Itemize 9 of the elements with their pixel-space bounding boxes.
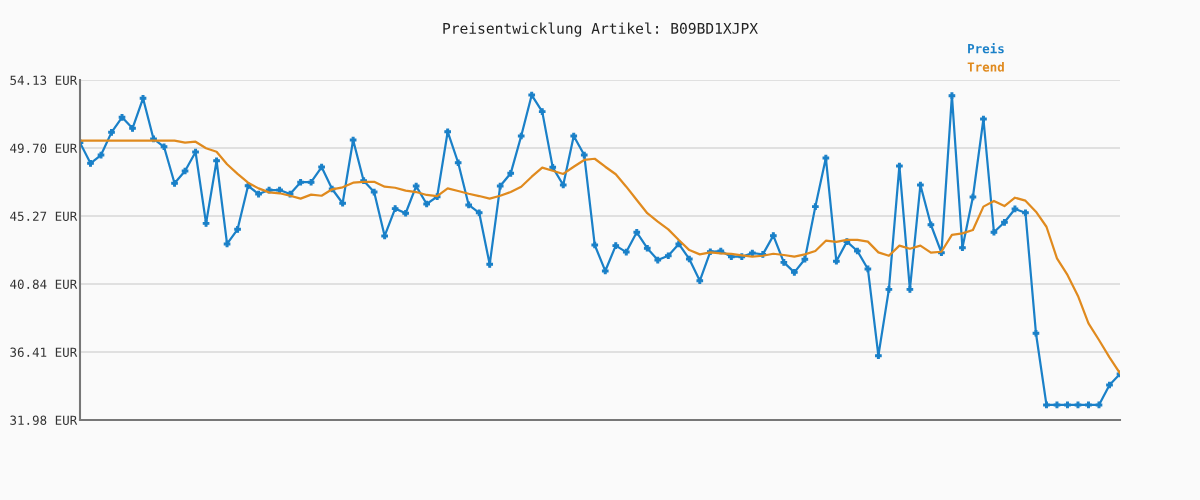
y-tick-label: 45.27 EUR: [10, 211, 78, 221]
y-tick-label: 40.84 EUR: [10, 279, 78, 289]
y-tick-label: 54.13 EUR: [10, 75, 78, 85]
y-tick-label: 36.41 EUR: [10, 347, 78, 357]
y-tick-label: 31.98 EUR: [10, 415, 78, 425]
text: Trend: [967, 62, 1004, 72]
text: Preis: [968, 42, 1004, 54]
y-tick-label: 49.70 EUR: [10, 143, 78, 153]
chart-title: Preisentwicklung Artikel: B09BD1XJPX: [443, 22, 758, 37]
